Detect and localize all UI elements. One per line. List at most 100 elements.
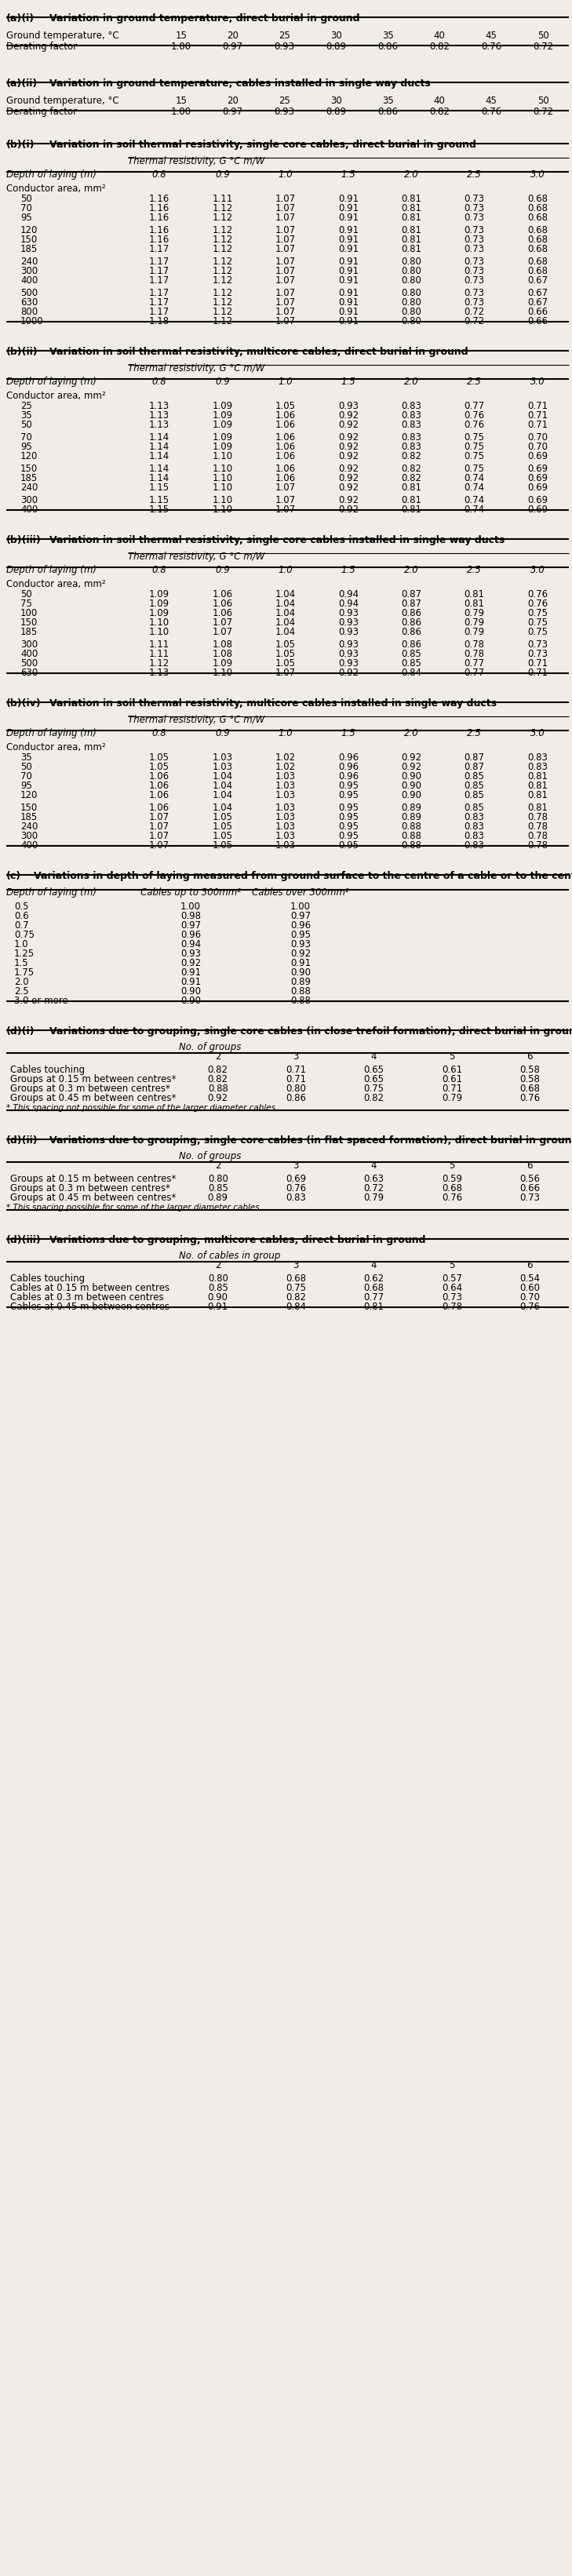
- Text: 1.03: 1.03: [275, 822, 296, 832]
- Text: 0.97: 0.97: [223, 106, 243, 116]
- Text: 0.87: 0.87: [401, 598, 422, 608]
- Text: Depth of laying (m): Depth of laying (m): [6, 564, 97, 574]
- Text: 0.75: 0.75: [14, 930, 34, 940]
- Text: 3: 3: [293, 1051, 299, 1061]
- Text: 0.70: 0.70: [520, 1293, 540, 1303]
- Text: 0.82: 0.82: [401, 451, 422, 461]
- Text: 50: 50: [537, 95, 549, 106]
- Text: 0.78: 0.78: [442, 1301, 462, 1311]
- Text: 1.12: 1.12: [212, 307, 233, 317]
- Text: 0.96: 0.96: [338, 752, 359, 762]
- Text: 1.06: 1.06: [149, 781, 170, 791]
- Text: 0.83: 0.83: [401, 420, 422, 430]
- Text: 2.5: 2.5: [14, 987, 29, 997]
- Text: 0.91: 0.91: [338, 214, 359, 224]
- Text: 0.89: 0.89: [401, 811, 422, 822]
- Text: 1.00: 1.00: [171, 41, 192, 52]
- Text: 0.86: 0.86: [401, 618, 422, 629]
- Text: 0.93: 0.93: [338, 649, 359, 659]
- Text: 1.03: 1.03: [275, 840, 296, 850]
- Text: 0.76: 0.76: [481, 41, 502, 52]
- Text: 1.06: 1.06: [149, 770, 170, 781]
- Text: 0.92: 0.92: [401, 752, 422, 762]
- Text: 0.80: 0.80: [286, 1084, 306, 1095]
- Text: 0.92: 0.92: [401, 762, 422, 773]
- Text: 35: 35: [21, 752, 32, 762]
- Text: 0.76: 0.76: [527, 590, 547, 600]
- Text: 0.91: 0.91: [338, 296, 359, 307]
- Text: 185: 185: [21, 474, 38, 484]
- Text: 1.5: 1.5: [341, 376, 356, 386]
- Text: 1.10: 1.10: [212, 667, 233, 677]
- Text: 0.91: 0.91: [338, 234, 359, 245]
- Text: 0.73: 0.73: [464, 204, 484, 214]
- Text: 0.92: 0.92: [338, 474, 359, 484]
- Text: 3.0: 3.0: [530, 729, 545, 739]
- Text: 2.0: 2.0: [404, 564, 419, 574]
- Text: 2: 2: [215, 1260, 221, 1270]
- Text: 0.61: 0.61: [442, 1064, 462, 1074]
- Text: 0.67: 0.67: [527, 289, 547, 299]
- Text: 3.0: 3.0: [530, 564, 545, 574]
- Text: 1.05: 1.05: [212, 822, 233, 832]
- Text: 1.07: 1.07: [275, 296, 296, 307]
- Text: 0.8: 0.8: [152, 170, 167, 180]
- Text: 1.5: 1.5: [341, 729, 356, 739]
- Text: 0.69: 0.69: [527, 495, 547, 505]
- Text: 1.05: 1.05: [149, 762, 169, 773]
- Text: 70: 70: [21, 433, 32, 443]
- Text: 1.04: 1.04: [212, 791, 233, 801]
- Text: 0.79: 0.79: [364, 1193, 384, 1203]
- Text: 0.71: 0.71: [285, 1074, 306, 1084]
- Text: 0.59: 0.59: [442, 1175, 462, 1185]
- Text: 1.13: 1.13: [149, 420, 170, 430]
- Text: Variation in soil thermal resistivity, multicore cables, direct burial in ground: Variation in soil thermal resistivity, m…: [49, 348, 468, 358]
- Text: 1.07: 1.07: [212, 626, 233, 636]
- Text: 0.73: 0.73: [464, 265, 484, 276]
- Text: 0.79: 0.79: [464, 618, 484, 629]
- Text: 3.0: 3.0: [530, 376, 545, 386]
- Text: 0.73: 0.73: [464, 245, 484, 255]
- Text: (a)(ii): (a)(ii): [6, 77, 38, 88]
- Text: 1.02: 1.02: [275, 762, 296, 773]
- Text: 50: 50: [21, 193, 32, 204]
- Text: 0.73: 0.73: [464, 193, 484, 204]
- Text: 1.05: 1.05: [212, 811, 233, 822]
- Text: 0.95: 0.95: [338, 840, 359, 850]
- Text: 0.68: 0.68: [364, 1283, 384, 1293]
- Text: * This spacing possible for some of the larger diameter cables.: * This spacing possible for some of the …: [6, 1203, 262, 1211]
- Text: 1.0: 1.0: [14, 940, 29, 951]
- Text: 1.10: 1.10: [212, 451, 233, 461]
- Text: Cables at 0.45 m between centres: Cables at 0.45 m between centres: [10, 1301, 169, 1311]
- Text: 0.58: 0.58: [520, 1064, 540, 1074]
- Text: 150: 150: [21, 234, 38, 245]
- Text: Derating factor: Derating factor: [6, 41, 77, 52]
- Text: 0.90: 0.90: [401, 770, 422, 781]
- Text: 4: 4: [371, 1260, 377, 1270]
- Text: 0.91: 0.91: [338, 276, 359, 286]
- Text: 1.07: 1.07: [275, 258, 296, 268]
- Text: Thermal resistivity, G °C m/W: Thermal resistivity, G °C m/W: [128, 714, 265, 724]
- Text: 50: 50: [21, 420, 32, 430]
- Text: 1.0: 1.0: [278, 564, 293, 574]
- Text: 0.93: 0.93: [275, 106, 295, 116]
- Text: 0.81: 0.81: [401, 234, 422, 245]
- Text: 0.72: 0.72: [464, 307, 484, 317]
- Text: 0.91: 0.91: [338, 307, 359, 317]
- Text: Groups at 0.45 m between centres*: Groups at 0.45 m between centres*: [10, 1092, 176, 1103]
- Text: 1.13: 1.13: [149, 402, 170, 412]
- Text: 240: 240: [21, 822, 38, 832]
- Text: 4: 4: [371, 1051, 377, 1061]
- Text: (d)(i): (d)(i): [6, 1025, 35, 1036]
- Text: 0.71: 0.71: [527, 410, 547, 420]
- Text: 0.78: 0.78: [527, 822, 547, 832]
- Text: Groups at 0.45 m between centres*: Groups at 0.45 m between centres*: [10, 1193, 176, 1203]
- Text: 0.97: 0.97: [223, 41, 243, 52]
- Text: 0.83: 0.83: [527, 762, 547, 773]
- Text: 0.68: 0.68: [442, 1182, 462, 1193]
- Text: Depth of laying (m): Depth of laying (m): [6, 170, 97, 180]
- Text: 1.07: 1.07: [149, 840, 170, 850]
- Text: 0.81: 0.81: [401, 193, 422, 204]
- Text: 1.09: 1.09: [212, 659, 233, 670]
- Text: 1.17: 1.17: [149, 258, 170, 268]
